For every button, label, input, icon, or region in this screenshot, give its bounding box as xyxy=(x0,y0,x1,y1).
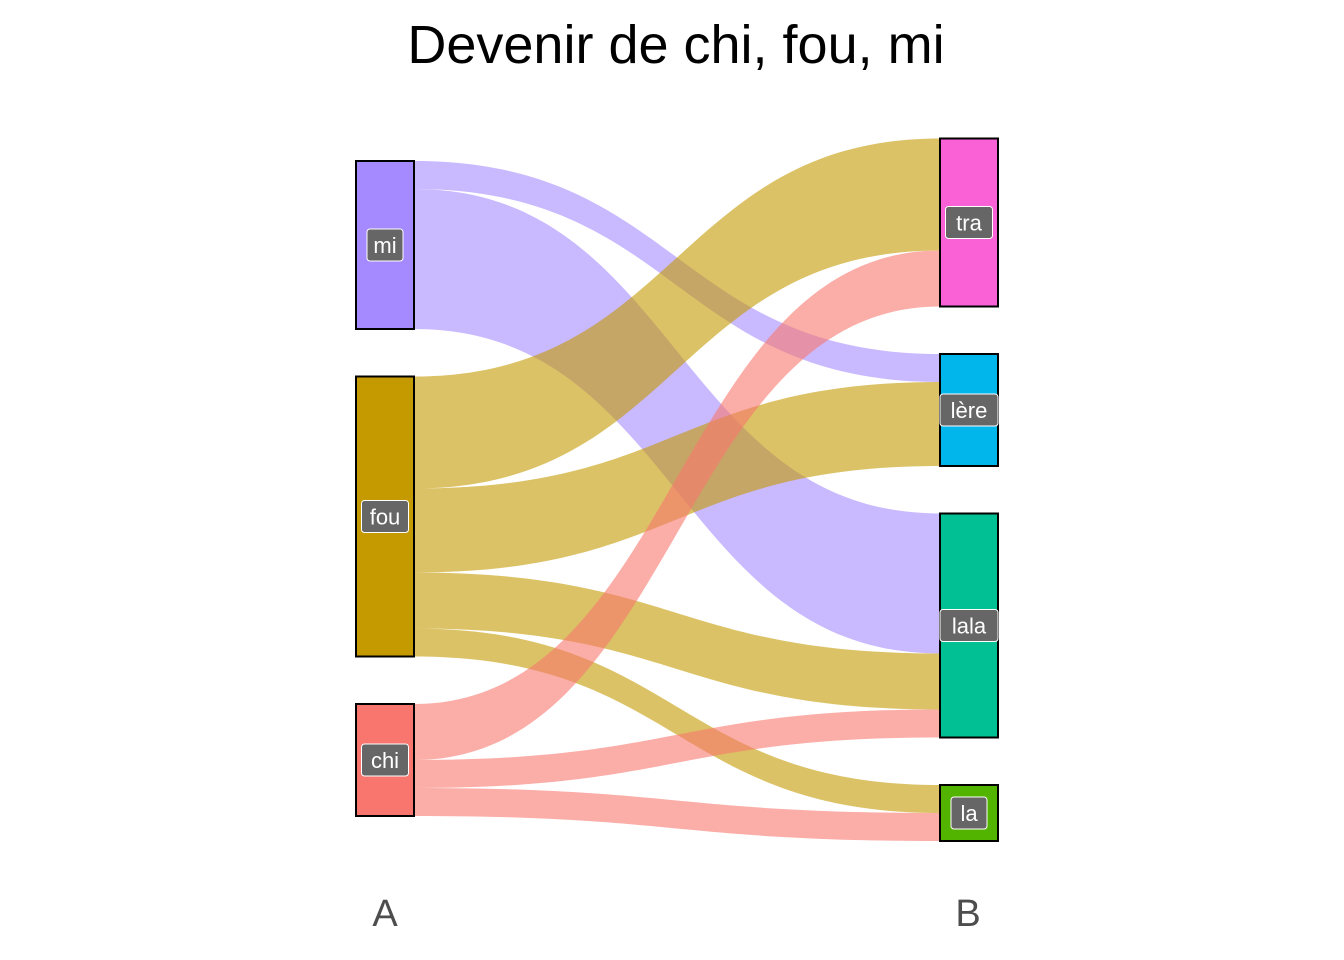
node-label-chi: chi xyxy=(371,748,399,773)
node-label-la: la xyxy=(960,801,978,826)
flow-fou-to-la xyxy=(414,628,940,813)
node-label-fou: fou xyxy=(370,505,401,530)
flow-fou-to-lala xyxy=(414,572,940,710)
node-label-box-tra xyxy=(945,206,993,239)
node-label-mi: mi xyxy=(373,233,396,258)
flow-chi-to-tra xyxy=(414,250,940,760)
node-label-lala: lala xyxy=(952,614,987,639)
node-label-box-mi xyxy=(366,228,404,262)
flows xyxy=(414,138,940,841)
node-label-lere: lère xyxy=(951,398,988,423)
flow-mi-to-lala xyxy=(414,189,940,654)
axis-label-b: B xyxy=(955,893,981,935)
chart-title: Devenir de chi, fou, mi xyxy=(407,15,945,75)
flow-chi-to-la xyxy=(414,788,940,841)
node-label-box-fou xyxy=(361,500,409,533)
node-label-box-chi xyxy=(361,743,409,777)
flow-fou-to-tra xyxy=(414,138,940,489)
node-label-box-la xyxy=(950,796,988,830)
nodes-a: mi fou chi xyxy=(355,160,415,817)
node-label-box-lere xyxy=(939,393,999,427)
axis-label-a: A xyxy=(372,893,398,935)
node-label-box-lala xyxy=(939,609,999,642)
node-label-tra: tra xyxy=(956,211,982,236)
flow-chi-to-lala xyxy=(414,709,940,788)
